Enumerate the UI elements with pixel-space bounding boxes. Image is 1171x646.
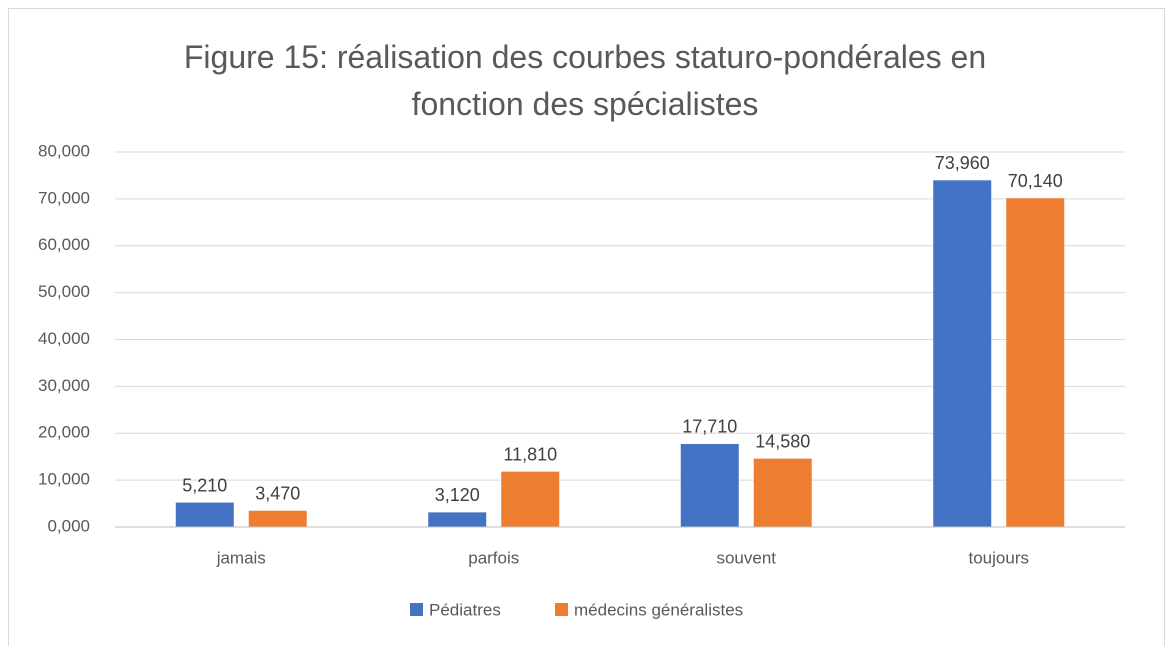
legend-swatch	[555, 603, 568, 616]
y-tick-label: 60,000	[38, 235, 90, 254]
y-tick-label: 30,000	[38, 376, 90, 395]
bar	[248, 510, 307, 527]
data-label: 11,810	[503, 444, 557, 464]
bar	[501, 471, 560, 527]
x-tick-label: jamais	[216, 548, 266, 567]
y-tick-label: 50,000	[38, 282, 90, 301]
data-label: 3,120	[435, 485, 480, 505]
y-tick-label: 70,000	[38, 188, 90, 207]
data-label: 73,960	[935, 153, 990, 173]
chart-frame	[8, 8, 1165, 646]
bar	[175, 502, 234, 527]
y-tick-label: 10,000	[38, 470, 90, 489]
chart-title: Figure 15: réalisation des courbes statu…	[183, 39, 987, 122]
data-label: 3,470	[255, 483, 300, 503]
bar	[428, 512, 487, 527]
legend-label: Pédiatres	[429, 600, 501, 619]
x-tick-label: parfois	[468, 548, 519, 567]
data-label: 70,140	[1008, 171, 1063, 191]
y-tick-label: 20,000	[38, 423, 90, 442]
y-tick-label: 0,000	[47, 516, 90, 535]
y-tick-label: 80,000	[38, 141, 90, 160]
y-tick-label: 40,000	[38, 329, 90, 348]
data-label: 14,580	[755, 431, 810, 451]
bar	[753, 458, 812, 527]
legend-swatch	[410, 603, 423, 616]
bar	[1006, 198, 1065, 527]
bar	[680, 443, 739, 527]
x-tick-label: souvent	[716, 548, 776, 567]
data-label: 5,210	[182, 475, 227, 495]
data-label: 17,710	[682, 417, 737, 437]
x-tick-label: toujours	[969, 548, 1029, 567]
legend-label: médecins généralistes	[574, 600, 743, 619]
bar	[933, 180, 992, 527]
